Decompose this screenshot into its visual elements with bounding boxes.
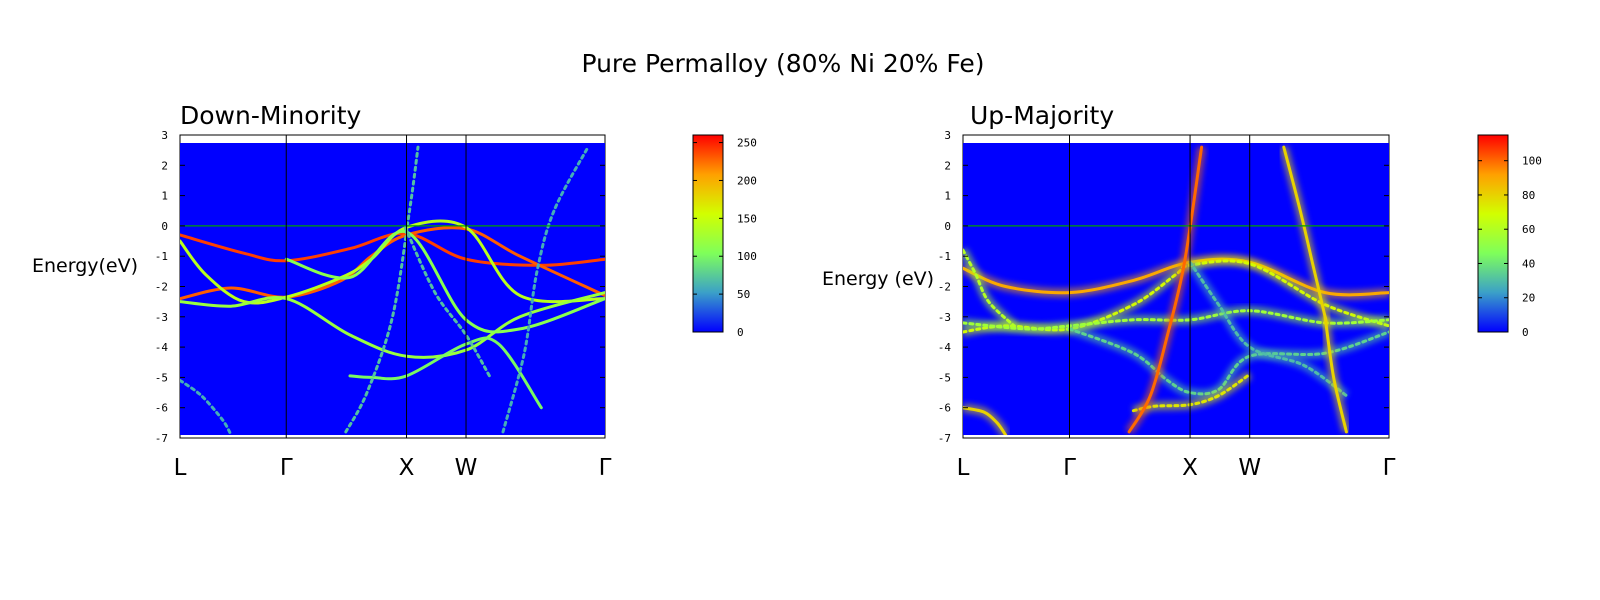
colorbar-tick-label: 80 bbox=[1522, 189, 1535, 202]
y-axis-label-down: Energy(eV) bbox=[32, 255, 138, 277]
k-point-label: Γ bbox=[1063, 455, 1076, 481]
colorbar-tick-label: 150 bbox=[737, 212, 757, 225]
k-point-label: W bbox=[455, 455, 478, 481]
colorbar-tick-label: 50 bbox=[737, 288, 750, 301]
y-tick-label: -4 bbox=[155, 341, 169, 354]
y-tick-label: -5 bbox=[938, 371, 951, 384]
y-tick-label: -5 bbox=[155, 371, 168, 384]
band-9 bbox=[501, 145, 590, 434]
y-tick-label: -1 bbox=[938, 250, 951, 263]
y-tick-label: 2 bbox=[161, 159, 168, 172]
band-1 bbox=[180, 226, 605, 301]
y-tick-label: -1 bbox=[155, 250, 168, 263]
band-6 bbox=[963, 406, 1008, 435]
panel-title-down: Down-Minority bbox=[180, 101, 362, 130]
band-6 bbox=[180, 378, 233, 435]
panel-title-up: Up-Majority bbox=[970, 101, 1114, 130]
k-point-label: L bbox=[174, 455, 187, 481]
band-3 bbox=[1068, 327, 1389, 396]
y-tick-label: -6 bbox=[938, 402, 951, 415]
figure-title: Pure Permalloy (80% Ni 20% Fe) bbox=[581, 49, 984, 78]
y-axis-label-up: Energy (eV) bbox=[822, 268, 934, 290]
colorbar bbox=[1477, 134, 1509, 333]
colorbar-tick-label: 250 bbox=[737, 137, 757, 150]
band-10 bbox=[1323, 315, 1348, 434]
y-tick-label: 3 bbox=[161, 129, 168, 142]
k-point-label: W bbox=[1238, 455, 1261, 481]
colorbar-tick-label: 0 bbox=[737, 326, 744, 339]
band-2 bbox=[963, 309, 1389, 331]
colorbar-tick-label: 200 bbox=[737, 174, 757, 187]
y-tick-label: -3 bbox=[938, 311, 951, 324]
band-2 bbox=[180, 219, 605, 305]
y-tick-label: -4 bbox=[938, 341, 952, 354]
k-point-label: Γ bbox=[599, 455, 612, 481]
k-point-label: X bbox=[399, 455, 415, 481]
band-7 bbox=[963, 248, 1016, 328]
y-tick-label: 0 bbox=[944, 220, 951, 233]
y-tick-label: -3 bbox=[155, 311, 168, 324]
y-tick-label: 1 bbox=[161, 190, 168, 203]
panel-down-minority: Down-Minority Energy(eV) L Γ X W Γ 3 2 1 0 -1 -2 -3… bbox=[32, 101, 757, 481]
y-tick-label: 3 bbox=[944, 129, 951, 142]
y-tick-label: -6 bbox=[155, 402, 168, 415]
band-layer bbox=[180, 145, 605, 435]
band-7 bbox=[344, 145, 420, 434]
colorbar-tick-label: 40 bbox=[1522, 257, 1535, 270]
colorbar-tick-label: 100 bbox=[737, 250, 757, 263]
y-tick-label: -7 bbox=[938, 432, 951, 445]
k-point-label: X bbox=[1182, 455, 1198, 481]
y-tick-label: 2 bbox=[944, 159, 951, 172]
k-point-label: Γ bbox=[1383, 455, 1396, 481]
colorbar-tick-label: 100 bbox=[1522, 155, 1542, 168]
y-tick-label: 0 bbox=[161, 220, 168, 233]
k-point-label: L bbox=[957, 455, 970, 481]
y-tick-label: -2 bbox=[938, 281, 951, 294]
colorbar-tick-label: 20 bbox=[1522, 292, 1535, 305]
band-8 bbox=[403, 225, 492, 379]
panel-up-majority: Up-Majority Energy (eV) L Γ X W Γ 3 2 1 0 -1 -2 -3 -… bbox=[822, 101, 1542, 481]
k-point-label: Γ bbox=[280, 455, 293, 481]
colorbar-tick-label: 60 bbox=[1522, 223, 1535, 236]
colorbar-tick-label: 0 bbox=[1522, 326, 1529, 339]
band-3 bbox=[180, 291, 605, 359]
band-8 bbox=[1127, 145, 1204, 434]
band-4 bbox=[284, 229, 605, 334]
y-tick-label: 1 bbox=[944, 190, 951, 203]
band-5 bbox=[348, 336, 543, 410]
y-tick-label: -7 bbox=[155, 432, 168, 445]
colorbar bbox=[692, 134, 724, 333]
y-tick-label: -2 bbox=[155, 281, 168, 294]
